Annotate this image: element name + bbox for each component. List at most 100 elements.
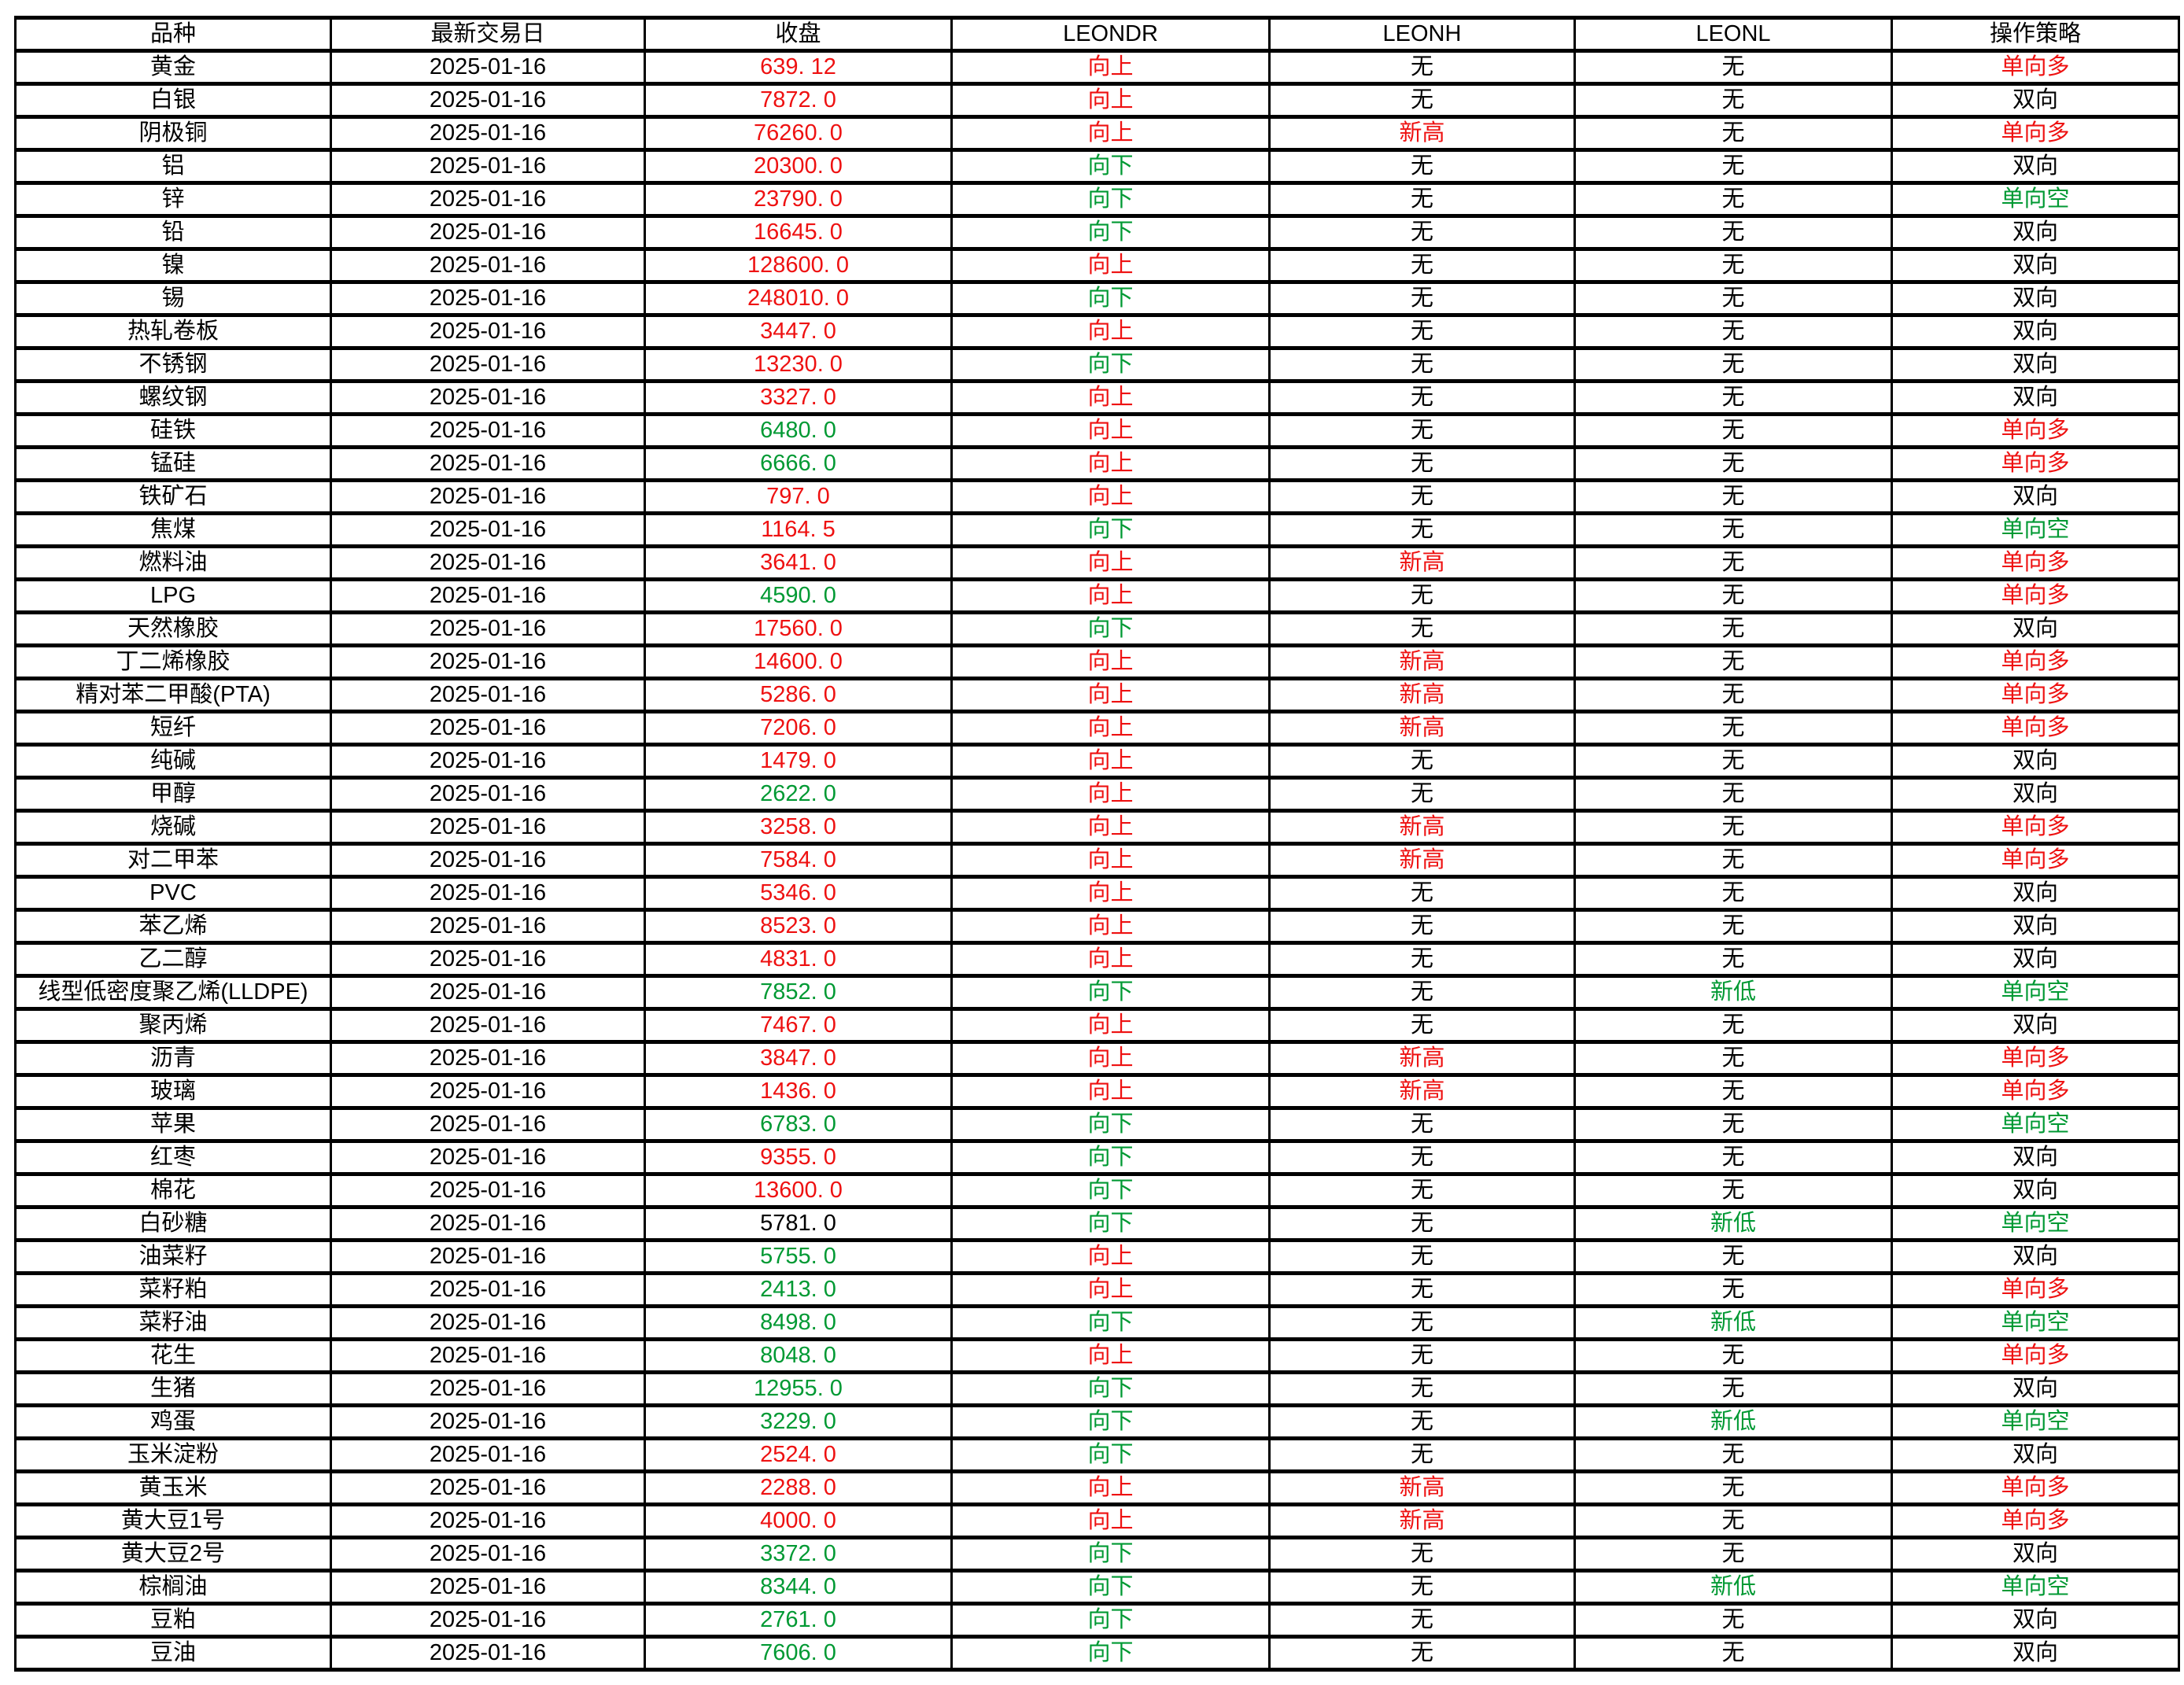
header-row: 品种 最新交易日 收盘 LEONDR LEONH LEONL 操作策略: [14, 16, 2180, 53]
cell-leonh: 无: [1268, 445, 1576, 482]
cell-leonl: 无: [1573, 181, 1893, 218]
cell-strategy: 双向: [1891, 313, 2180, 350]
cell-leonl: 无: [1573, 478, 1893, 515]
cell-variety: 线型低密度聚乙烯(LLDPE): [14, 974, 332, 1011]
cell-leondr: 向上: [950, 82, 1271, 119]
cell-leonl: 无: [1573, 908, 1893, 945]
cell-date: 2025-01-16: [330, 82, 646, 119]
cell-leondr: 向上: [950, 875, 1271, 912]
cell-strategy: 单向多: [1891, 1469, 2180, 1506]
table-row: 花生 2025-01-16 8048. 0 向上无无单向多: [14, 1337, 2180, 1374]
cell-date: 2025-01-16: [330, 743, 646, 780]
cell-leondr: 向上: [950, 1238, 1271, 1275]
cell-leonl: 无: [1573, 412, 1893, 449]
cell-leondr: 向上: [950, 1337, 1271, 1374]
cell-strategy: 单向多: [1891, 1040, 2180, 1077]
table-row: 乙二醇 2025-01-16 4831. 0 向上无无双向: [14, 941, 2180, 978]
cell-leonh: 无: [1268, 280, 1576, 317]
cell-date: 2025-01-16: [330, 412, 646, 449]
cell-leonh: 无: [1268, 412, 1576, 449]
cell-leonl: 无: [1573, 1271, 1893, 1308]
cell-leonl: 无: [1573, 1238, 1893, 1275]
cell-leonh: 无: [1268, 49, 1576, 86]
cell-close: 1479. 0: [644, 743, 953, 780]
cell-close: 2761. 0: [644, 1602, 953, 1639]
cell-date: 2025-01-16: [330, 511, 646, 548]
cell-leonl: 新低: [1573, 1205, 1893, 1242]
cell-leonh: 无: [1268, 1337, 1576, 1374]
cell-close: 76260. 0: [644, 115, 953, 152]
table-row: 阴极铜 2025-01-16 76260. 0 向上 新高无单向多: [14, 115, 2180, 152]
cell-date: 2025-01-16: [330, 1238, 646, 1275]
cell-date: 2025-01-16: [330, 1469, 646, 1506]
cell-leonh: 新高: [1268, 677, 1576, 713]
cell-close: 4831. 0: [644, 941, 953, 978]
cell-date: 2025-01-16: [330, 1569, 646, 1606]
cell-leondr: 向下: [950, 610, 1271, 647]
cell-date: 2025-01-16: [330, 842, 646, 879]
cell-variety: 黄大豆1号: [14, 1502, 332, 1539]
table-row: 苯乙烯 2025-01-16 8523. 0 向上无无双向: [14, 908, 2180, 945]
cell-date: 2025-01-16: [330, 1536, 646, 1573]
table-row: LPG 2025-01-16 4590. 0 向上无无单向多: [14, 577, 2180, 614]
cell-variety: 丁二烯橡胶: [14, 643, 332, 680]
cell-date: 2025-01-16: [330, 148, 646, 185]
cell-leonl: 无: [1573, 1139, 1893, 1176]
cell-date: 2025-01-16: [330, 1073, 646, 1110]
cell-strategy: 单向多: [1891, 1337, 2180, 1374]
cell-strategy: 单向多: [1891, 544, 2180, 581]
table-row: 镍 2025-01-16 128600. 0 向上无无双向: [14, 247, 2180, 284]
cell-close: 3641. 0: [644, 544, 953, 581]
cell-date: 2025-01-16: [330, 1602, 646, 1639]
cell-variety: 玉米淀粉: [14, 1436, 332, 1473]
cell-date: 2025-01-16: [330, 1304, 646, 1341]
cell-close: 16645. 0: [644, 214, 953, 251]
table-row: 菜籽粕 2025-01-16 2413. 0 向上无无单向多: [14, 1271, 2180, 1308]
cell-close: 23790. 0: [644, 181, 953, 218]
cell-close: 797. 0: [644, 478, 953, 515]
cell-strategy: 双向: [1891, 346, 2180, 383]
table-row: 生猪 2025-01-16 12955. 0 向下无无双向: [14, 1370, 2180, 1407]
cell-date: 2025-01-16: [330, 280, 646, 317]
table-row: 对二甲苯 2025-01-16 7584. 0 向上 新高无单向多: [14, 842, 2180, 879]
cell-leondr: 向下: [950, 214, 1271, 251]
table-row: 螺纹钢 2025-01-16 3327. 0 向上无无双向: [14, 379, 2180, 416]
cell-leondr: 向上: [950, 1040, 1271, 1077]
cell-leonl: 无: [1573, 577, 1893, 614]
table-row: 精对苯二甲酸(PTA) 2025-01-16 5286. 0 向上 新高无单向多: [14, 677, 2180, 713]
cell-leondr: 向上: [950, 776, 1271, 813]
table-row: 天然橡胶 2025-01-16 17560. 0 向下无无双向: [14, 610, 2180, 647]
cell-leonh: 无: [1268, 1007, 1576, 1044]
cell-date: 2025-01-16: [330, 974, 646, 1011]
cell-variety: 乙二醇: [14, 941, 332, 978]
cell-date: 2025-01-16: [330, 1172, 646, 1209]
cell-date: 2025-01-16: [330, 181, 646, 218]
cell-close: 1436. 0: [644, 1073, 953, 1110]
cell-leonh: 无: [1268, 1436, 1576, 1473]
cell-date: 2025-01-16: [330, 1007, 646, 1044]
cell-strategy: 双向: [1891, 1536, 2180, 1573]
cell-close: 13600. 0: [644, 1172, 953, 1209]
cell-close: 6783. 0: [644, 1106, 953, 1143]
cell-strategy: 双向: [1891, 247, 2180, 284]
cell-close: 12955. 0: [644, 1370, 953, 1407]
cell-leonl: 无: [1573, 1040, 1893, 1077]
cell-close: 4000. 0: [644, 1502, 953, 1539]
cell-leonl: 无: [1573, 743, 1893, 780]
cell-leonl: 无: [1573, 1502, 1893, 1539]
cell-close: 5781. 0: [644, 1205, 953, 1242]
cell-leondr: 向上: [950, 478, 1271, 515]
cell-leonh: 无: [1268, 941, 1576, 978]
cell-variety: 燃料油: [14, 544, 332, 581]
cell-close: 7606. 0: [644, 1635, 953, 1672]
cell-leonh: 新高: [1268, 544, 1576, 581]
cell-leonl: 无: [1573, 544, 1893, 581]
cell-close: 9355. 0: [644, 1139, 953, 1176]
cell-close: 5755. 0: [644, 1238, 953, 1275]
table-row: 烧碱 2025-01-16 3258. 0 向上 新高无单向多: [14, 809, 2180, 846]
cell-leondr: 向下: [950, 1536, 1271, 1573]
column-header-strategy: 操作策略: [1891, 16, 2180, 53]
table-row: 玉米淀粉 2025-01-16 2524. 0 向下无无双向: [14, 1436, 2180, 1473]
cell-variety: 甲醇: [14, 776, 332, 813]
table-row: 锌 2025-01-16 23790. 0 向下无无单向空: [14, 181, 2180, 218]
